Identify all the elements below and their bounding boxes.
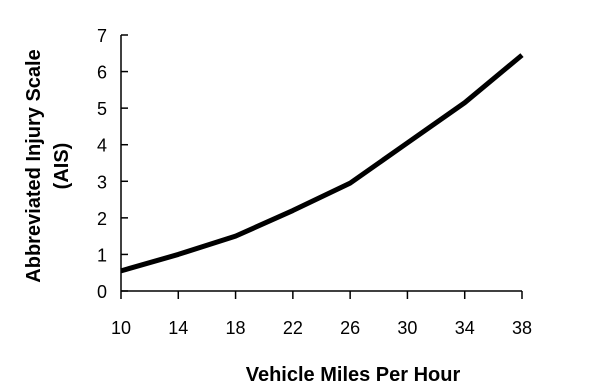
x-tick-label-14: 14 [168,318,188,338]
x-tick-label-34: 34 [455,318,475,338]
x-tick-label-10: 10 [111,318,131,338]
x-tick-label-22: 22 [283,318,303,338]
y-tick-label-6: 6 [97,63,107,83]
x-tick-label-26: 26 [340,318,360,338]
x-tick-label-18: 18 [226,318,246,338]
y-tick-label-5: 5 [97,99,107,119]
y-tick-label-1: 1 [97,245,107,265]
x-tick-label-30: 30 [397,318,417,338]
y-tick-label-4: 4 [97,136,107,156]
y-tick-label-2: 2 [97,209,107,229]
x-axis-title: Vehicle Miles Per Hour [246,364,461,386]
y-axis-title-line-2: (AIS) [51,143,73,190]
y-tick-label-0: 0 [97,282,107,302]
y-tick-label-3: 3 [97,172,107,192]
x-tick-label-38: 38 [512,318,532,338]
series-line-0 [120,53,524,274]
y-axis-title-line-1: Abbreviated Injury Scale [23,49,45,282]
y-tick-label-7: 7 [97,26,107,46]
